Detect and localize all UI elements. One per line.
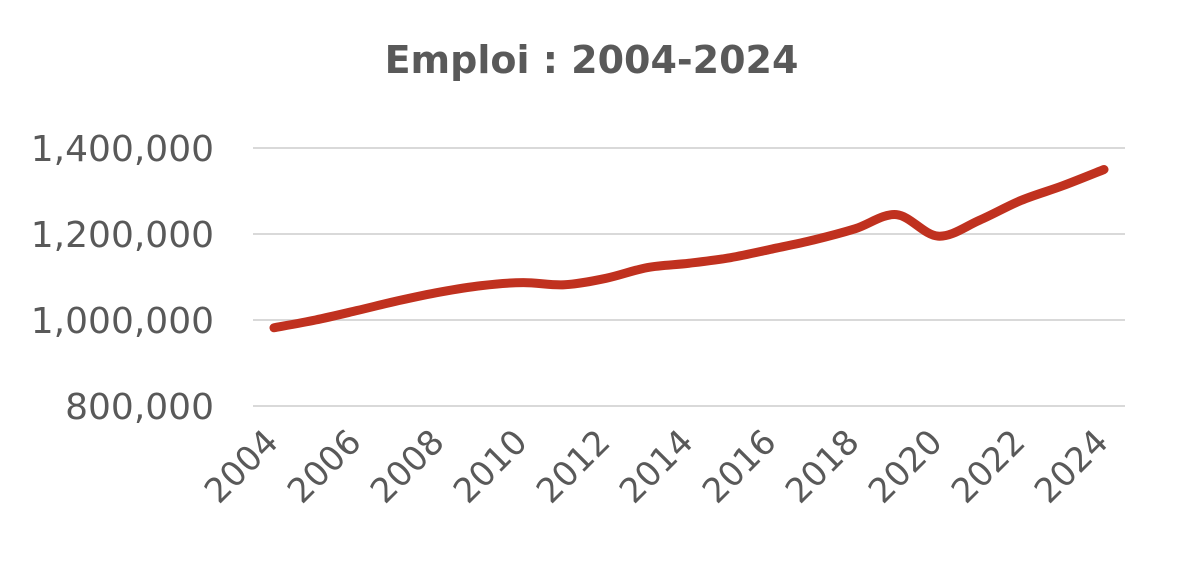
- series-line: [269, 165, 1109, 333]
- x-tick-label: 2018: [778, 422, 867, 511]
- x-tick-label: 2006: [280, 422, 369, 511]
- x-tick-label: 2004: [197, 422, 286, 511]
- y-tick-label: 1,000,000: [31, 301, 214, 342]
- x-tick-label: 2012: [529, 422, 618, 511]
- x-tick-label: 2016: [695, 422, 784, 511]
- chart-title: Emploi : 2004-2024: [384, 38, 799, 82]
- y-tick-label: 800,000: [65, 387, 214, 428]
- x-axis-tick-labels: 2004200620082010201220142016201820202022…: [197, 422, 1116, 511]
- x-tick-label: 2024: [1027, 422, 1116, 511]
- x-tick-label: 2008: [363, 422, 452, 511]
- x-tick-label: 2014: [612, 422, 701, 511]
- x-tick-label: 2010: [446, 422, 535, 511]
- y-axis-tick-labels: 800,000 1,000,000 1,200,000 1,400,000: [31, 129, 214, 428]
- x-tick-label: 2020: [861, 422, 950, 511]
- x-tick-label: 2022: [944, 422, 1033, 511]
- y-tick-label: 1,400,000: [31, 129, 214, 170]
- y-tick-label: 1,200,000: [31, 215, 214, 256]
- gridlines: [253, 147, 1125, 407]
- series-lines: [269, 165, 1109, 333]
